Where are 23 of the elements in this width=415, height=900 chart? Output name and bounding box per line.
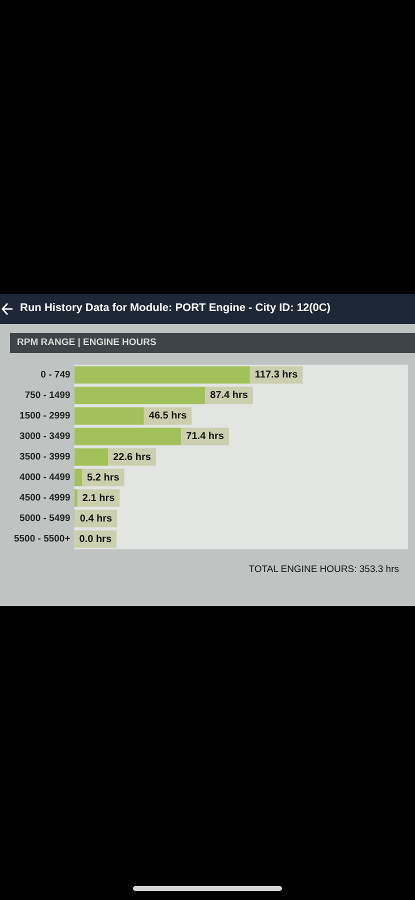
y-tick-label: 0 - 749	[40, 370, 70, 381]
data-label: 5.2 hrs	[87, 472, 120, 484]
y-tick-label: 1500 - 2999	[20, 410, 70, 422]
y-tick-label: 3000 - 3499	[20, 431, 70, 442]
data-label: 2.1 hrs	[82, 492, 116, 504]
bar	[74, 489, 78, 507]
y-tick-label: 5500 - 5500+	[14, 534, 71, 545]
y-tick-label: 3500 - 3999	[20, 452, 70, 463]
chart-title: Run History Data for Module: PORT Engine - City ID: 12(0C)	[20, 302, 330, 314]
chart-subtitle: RPM RANGE | ENGINE HOURS	[10, 333, 415, 353]
text: TOTAL ENGINE HOURS: 353.3 hrs	[248, 564, 399, 575]
data-label: 46.5 hrs	[148, 410, 188, 422]
data-label: 117.3 hrs	[254, 370, 298, 381]
data-label: 22.6 hrs	[113, 452, 152, 463]
data-label: 0.4 hrs	[80, 513, 113, 524]
data-label: 71.4 hrs	[186, 431, 224, 442]
y-tick-label: 5000 - 5499	[20, 513, 70, 524]
y-tick-label: 4500 - 4999	[20, 492, 70, 504]
data-label: 87.4 hrs	[210, 390, 248, 402]
data-label: 0.0 hrs	[79, 534, 112, 545]
bar	[74, 468, 82, 486]
y-tick-label: 4000 - 4499	[20, 472, 70, 484]
y-tick-label: 750 - 1499	[24, 390, 70, 402]
